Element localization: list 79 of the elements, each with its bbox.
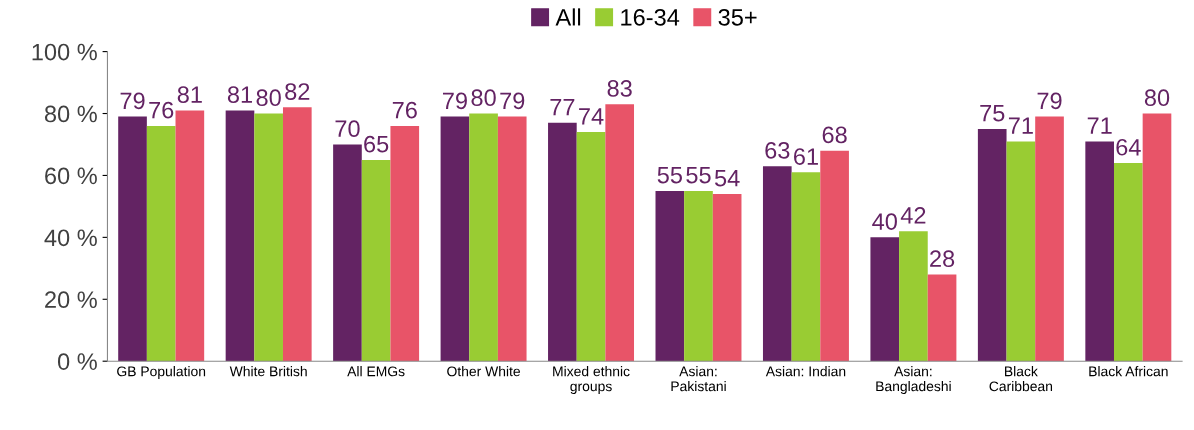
y-tick-label: 20 % [45, 291, 97, 309]
data-label: 28 [930, 250, 955, 268]
bar [1142, 113, 1172, 362]
data-label: 40 [872, 213, 897, 230]
bar [791, 172, 821, 362]
bar [175, 110, 205, 362]
data-label: 79 [1037, 92, 1062, 110]
data-label: 61 [794, 148, 818, 165]
bar [762, 166, 792, 362]
bar [1006, 141, 1036, 362]
bar [146, 125, 176, 362]
bar [254, 113, 283, 362]
data-label: 83 [607, 80, 632, 97]
data-label: 76 [392, 101, 417, 119]
bar [605, 104, 635, 362]
data-label: 80 [471, 89, 496, 107]
data-label: 81 [177, 86, 202, 103]
x-tick-label: Asian: Pakistani [671, 366, 726, 392]
x-tick-label: Other White [447, 366, 520, 377]
bar [820, 150, 849, 362]
data-label: 79 [120, 92, 145, 110]
bar [576, 132, 606, 362]
data-label: 77 [550, 98, 575, 116]
bar [1085, 141, 1114, 362]
data-label: 80 [1144, 89, 1170, 107]
x-tick-label: Mixed ethnic groups [553, 366, 630, 394]
bar [497, 116, 527, 362]
data-label: 80 [256, 89, 281, 107]
bar [870, 237, 900, 362]
y-tick-label: 40 % [44, 229, 97, 247]
x-tick-label: All EMGs [347, 366, 405, 377]
x-tick-label: GB Population [117, 366, 206, 380]
data-label: 81 [227, 86, 252, 103]
y-tick-label: 80 % [44, 105, 97, 123]
bar [548, 122, 577, 362]
x-tick-label: Black African [1089, 366, 1168, 377]
bar [1114, 163, 1143, 362]
data-label: 55 [686, 167, 711, 184]
bar [469, 113, 498, 362]
data-label: 55 [657, 167, 682, 184]
bar [118, 116, 147, 362]
bar [655, 190, 685, 362]
data-label: 76 [149, 101, 174, 119]
data-label: 82 [285, 83, 310, 100]
bar [440, 116, 470, 362]
bar [977, 129, 1007, 362]
data-label: 70 [335, 120, 360, 138]
y-tick-label: 100 % [32, 43, 97, 61]
x-tick-label: White British [229, 366, 307, 377]
x-tick-label: Asian: Bangladeshi [876, 366, 951, 394]
legend-label: 16-34 [621, 8, 680, 26]
data-label: 75 [980, 105, 1005, 122]
bar [333, 144, 362, 362]
data-label: 54 [714, 170, 740, 187]
legend-label: All [555, 8, 581, 26]
bar [712, 194, 742, 362]
data-label: 68 [822, 126, 847, 144]
x-tick-label: Black Caribbean [989, 366, 1053, 392]
bar [1035, 116, 1064, 362]
x-tick-label: Asian: Indian [765, 366, 846, 377]
bar [927, 274, 957, 362]
bar [390, 125, 420, 362]
data-label: 42 [900, 207, 926, 224]
data-label: 71 [1008, 117, 1033, 134]
y-tick-label: 60 % [45, 167, 97, 185]
data-label: 65 [364, 135, 389, 153]
data-label: 74 [579, 108, 604, 125]
data-label: 64 [1116, 138, 1141, 156]
y-tick-label: 0 % [57, 353, 97, 370]
data-label: 79 [500, 92, 525, 110]
bar [361, 159, 391, 362]
bar [282, 107, 312, 362]
bar [684, 190, 713, 362]
legend-label: 35+ [718, 8, 757, 26]
data-label: 79 [442, 92, 467, 110]
bar [899, 231, 928, 362]
data-label: 71 [1087, 117, 1112, 134]
data-label: 63 [765, 141, 790, 159]
bar [225, 110, 255, 362]
